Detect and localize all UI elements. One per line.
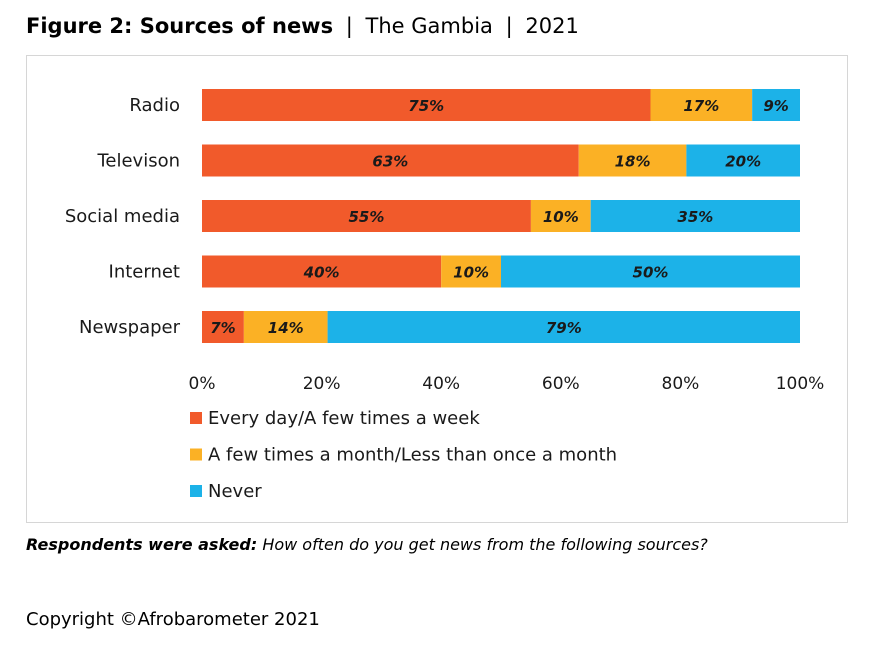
data-label: 9% bbox=[763, 97, 788, 115]
data-label: 18% bbox=[615, 153, 651, 171]
legend-swatch bbox=[190, 412, 202, 424]
bar-segment bbox=[202, 311, 244, 343]
bar-segment bbox=[441, 255, 501, 288]
category-label: Televison bbox=[96, 151, 180, 172]
category-label: Radio bbox=[129, 95, 180, 116]
data-label: 75% bbox=[408, 97, 444, 115]
data-label: 10% bbox=[453, 264, 489, 282]
category-label: Internet bbox=[109, 262, 180, 283]
survey-question-note: Respondents were asked: How often do you… bbox=[26, 535, 708, 554]
data-label: 17% bbox=[683, 97, 719, 115]
bar-segment bbox=[501, 255, 800, 288]
data-label: 63% bbox=[372, 153, 408, 171]
title-separator: | bbox=[345, 14, 353, 38]
data-label: 79% bbox=[546, 319, 582, 337]
stacked-bar-chart: Radio 75% 17% 9% Televison 63% 18% 20% Social me… bbox=[65, 89, 825, 502]
data-label: 40% bbox=[303, 264, 340, 282]
data-label: 20% bbox=[725, 153, 761, 171]
legend-swatch bbox=[190, 485, 202, 497]
copyright-text: Copyright ©Afrobarometer 2021 bbox=[26, 609, 320, 630]
data-label: 35% bbox=[677, 208, 713, 226]
title-main: Figure 2: Sources of news bbox=[26, 14, 334, 38]
category-label: Newspaper bbox=[79, 317, 181, 338]
bar-segment bbox=[327, 311, 800, 343]
x-tick-label: 100% bbox=[776, 374, 825, 394]
x-tick-label: 40% bbox=[422, 374, 460, 394]
x-tick-label: 60% bbox=[542, 374, 580, 394]
data-label: 50% bbox=[633, 264, 669, 282]
note-question: How often do you get news from the follo… bbox=[262, 535, 708, 554]
bar-segment bbox=[530, 200, 591, 232]
note-lead: Respondents were asked: bbox=[26, 535, 258, 554]
chart-frame: Radio 75% 17% 9% Televison 63% 18% 20% Social me… bbox=[26, 55, 848, 523]
title-separator-2: | bbox=[505, 14, 513, 38]
bar-segment bbox=[202, 144, 579, 177]
title-year: 2021 bbox=[525, 14, 579, 38]
legend-label: A few times a month/Less than once a mon… bbox=[208, 445, 617, 466]
x-tick-label: 80% bbox=[662, 374, 700, 394]
legend-label: Never bbox=[208, 481, 262, 502]
legend-swatch bbox=[190, 448, 202, 461]
bar-segment bbox=[650, 89, 753, 121]
bar-segment bbox=[752, 89, 800, 121]
legend-label: Every day/A few times a week bbox=[208, 408, 480, 429]
data-label: 14% bbox=[268, 319, 304, 337]
data-label: 10% bbox=[543, 208, 579, 226]
data-label: 55% bbox=[348, 208, 384, 226]
bar-segment bbox=[202, 255, 442, 288]
bar-segment bbox=[202, 200, 531, 232]
x-tick-label: 20% bbox=[303, 374, 341, 394]
chart-title: Figure 2: Sources of news | The Gambia |… bbox=[26, 14, 579, 38]
bar-segment bbox=[686, 144, 800, 177]
data-label: 7% bbox=[210, 319, 235, 337]
x-tick-label: 0% bbox=[189, 374, 216, 394]
bar-segment bbox=[202, 89, 651, 121]
bar-segment bbox=[578, 144, 687, 177]
category-label: Social media bbox=[65, 206, 180, 227]
bar-segment bbox=[590, 200, 800, 232]
bar-segment bbox=[243, 311, 328, 343]
title-country: The Gambia bbox=[365, 14, 493, 38]
